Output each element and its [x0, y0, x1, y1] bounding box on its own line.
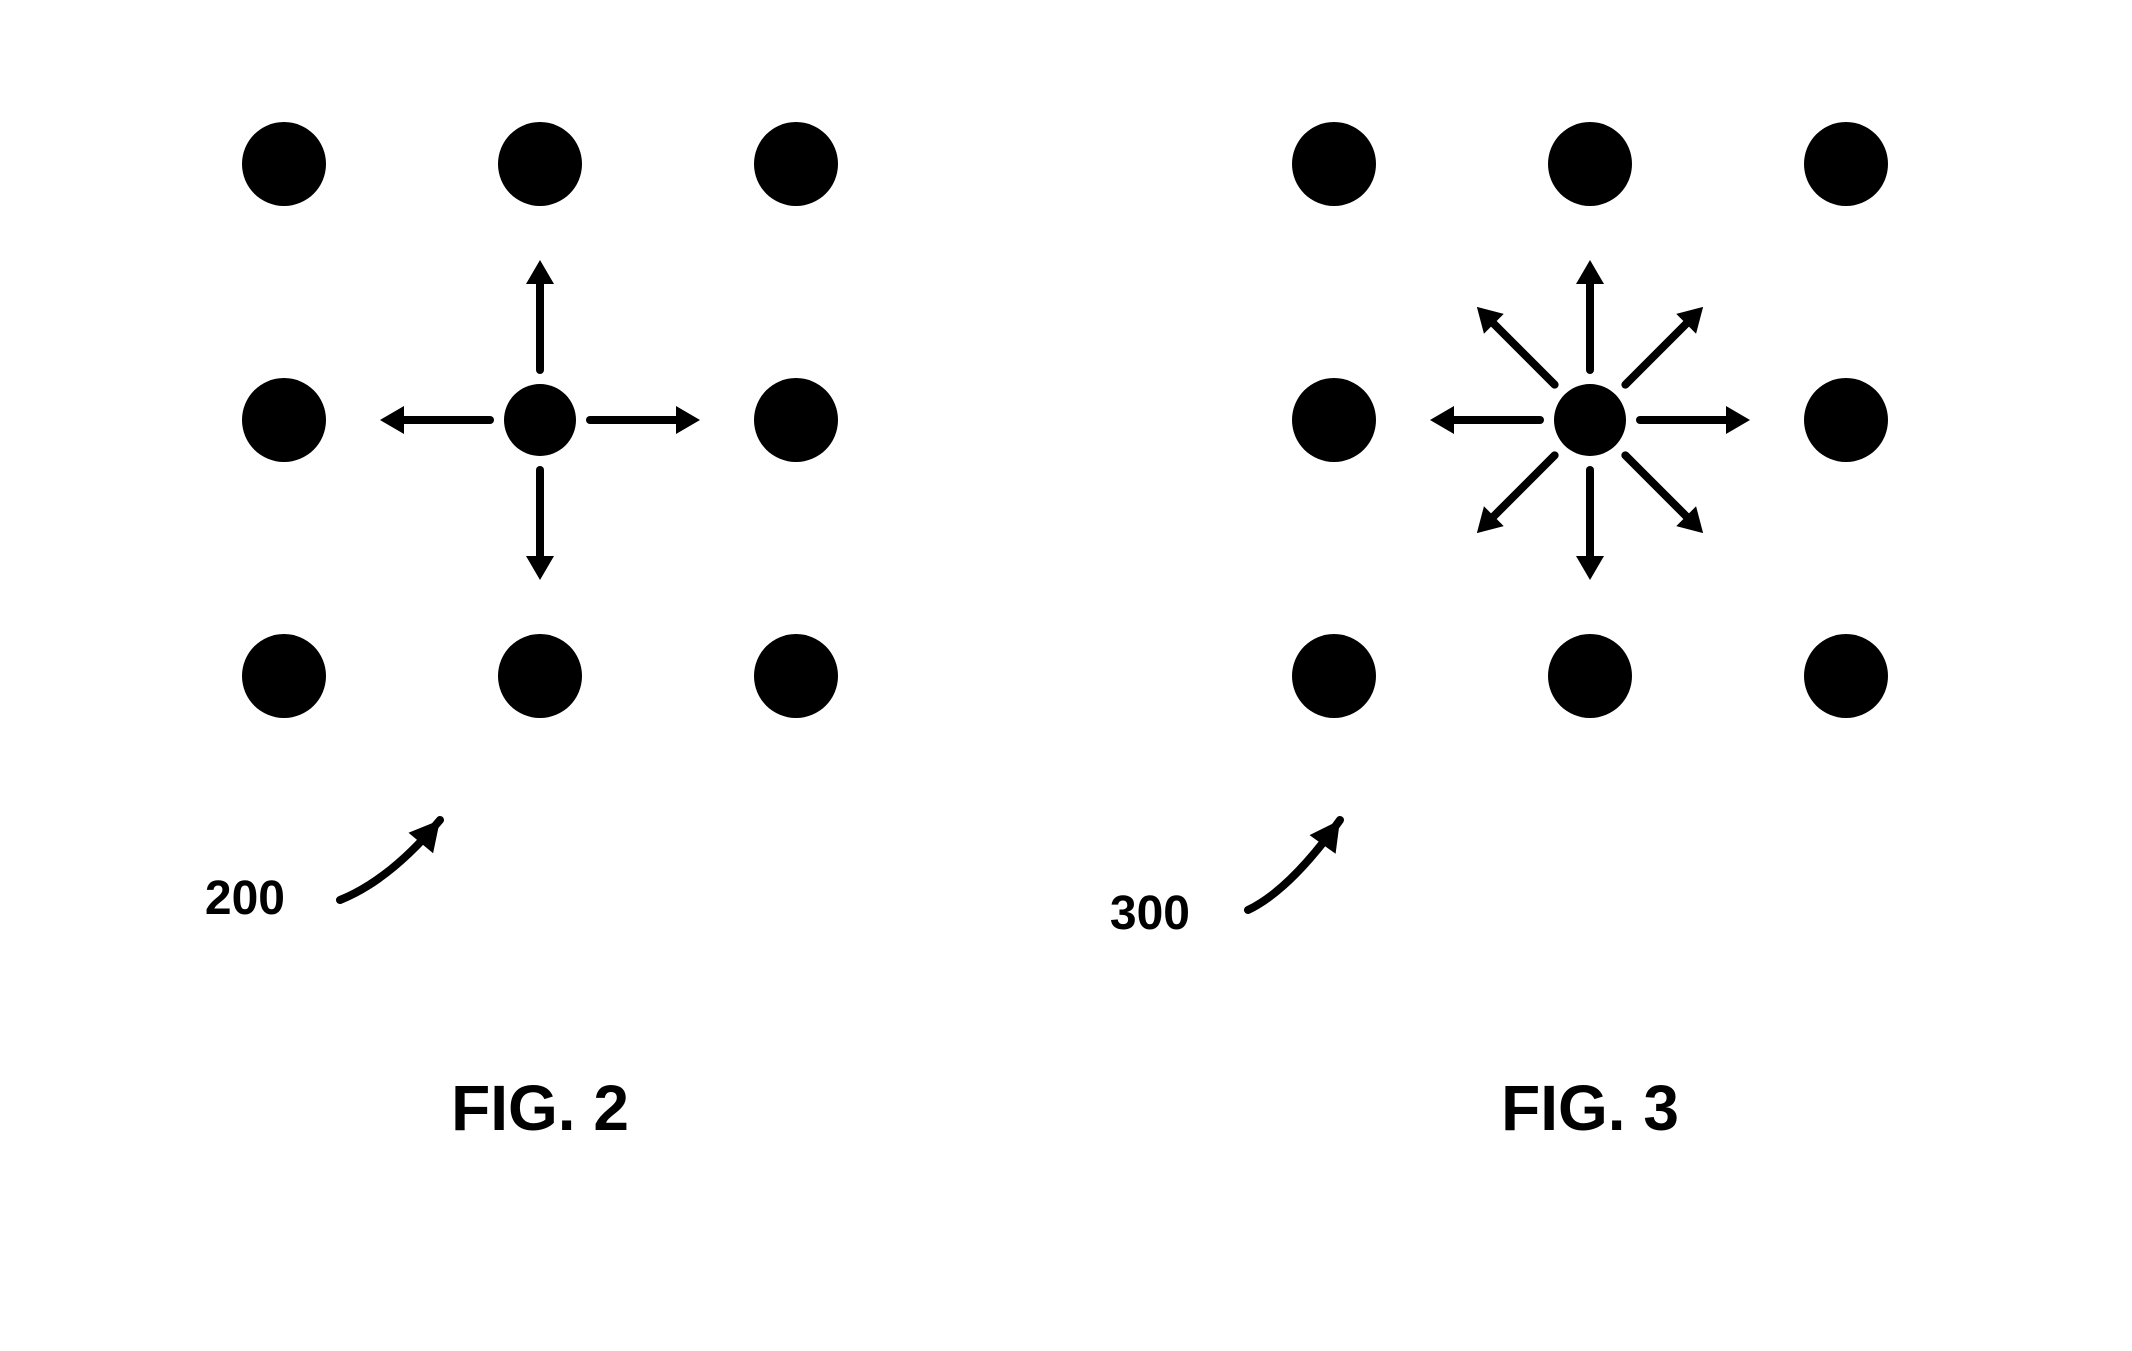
fig3-ref-label: 300: [1110, 887, 1190, 940]
grid-dot: [1804, 378, 1888, 462]
diagram-stage: 200 FIG. 2 300 FIG. 3: [0, 0, 2132, 1351]
grid-dot: [498, 122, 582, 206]
grid-dot: [1804, 634, 1888, 718]
diagram-svg: 200 FIG. 2 300 FIG. 3: [0, 0, 2132, 1351]
grid-dot: [1292, 378, 1376, 462]
fig2-ref-label: 200: [205, 872, 285, 925]
grid-dot: [1292, 634, 1376, 718]
grid-dot: [754, 122, 838, 206]
fig3-caption: FIG. 3: [1501, 1072, 1679, 1144]
grid-dot: [1292, 122, 1376, 206]
center-dot: [504, 384, 576, 456]
grid-dot: [242, 634, 326, 718]
grid-dot: [1548, 122, 1632, 206]
grid-dot: [754, 634, 838, 718]
center-dot: [1554, 384, 1626, 456]
grid-dot: [754, 378, 838, 462]
grid-dot: [1804, 122, 1888, 206]
grid-dot: [1548, 634, 1632, 718]
grid-dot: [242, 122, 326, 206]
grid-dot: [242, 378, 326, 462]
grid-dot: [498, 634, 582, 718]
fig2-caption: FIG. 2: [451, 1072, 629, 1144]
